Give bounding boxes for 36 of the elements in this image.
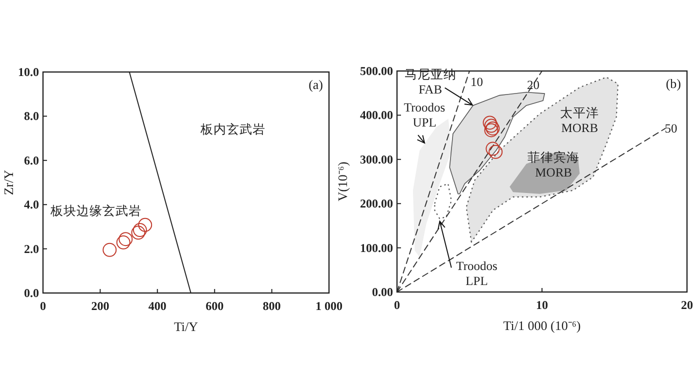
x-axis-title: Ti/1 000 (10⁻⁶) [503, 318, 581, 333]
annotation: 20 [527, 78, 540, 92]
x-tick-label: 200 [91, 299, 110, 313]
y-tick-label: 6.0 [24, 153, 39, 168]
annotation: Troodos UPL [404, 100, 446, 130]
annotation: (b) [666, 76, 681, 91]
y-axis-title: V(10⁻⁶) [335, 162, 350, 202]
x-tick-label: 20 [681, 298, 693, 312]
annotation: Troodos LPL [456, 258, 498, 288]
x-tick-label: 400 [148, 299, 166, 313]
annotation: 菲律宾海 MORB [528, 150, 580, 180]
annotation: 太平洋 MORB [560, 106, 600, 136]
x-tick-label: 800 [262, 299, 281, 313]
x-tick-label: 0 [40, 299, 46, 313]
y-tick-label: 0.00 [372, 285, 393, 299]
annotation: 50 [664, 121, 678, 136]
y-tick-label: 2.0 [24, 242, 39, 256]
y-tick-label: 300.00 [360, 152, 393, 166]
x-axis-title: Ti/Y [174, 319, 199, 334]
y-tick-label: 400.00 [360, 108, 393, 122]
y-tick-label: 0.0 [24, 286, 39, 300]
x-tick-label: 10 [536, 298, 548, 312]
annotation: (a) [308, 77, 323, 92]
y-tick-label: 4.0 [24, 198, 39, 212]
y-tick-label: 200.00 [360, 196, 393, 211]
annotation: 10 [470, 75, 483, 90]
annotation: 板内玄武岩 [200, 121, 266, 136]
y-tick-label: 500.00 [360, 64, 393, 78]
y-tick-label: 100.00 [360, 240, 393, 255]
x-tick-label: 600 [206, 299, 224, 313]
x-tick-label: 1 000 [316, 299, 342, 313]
y-axis-title: Zr/Y [1, 169, 16, 196]
y-tick-label: 10.0 [18, 65, 39, 79]
annotation: 板块边缘玄武岩 [50, 203, 142, 218]
x-tick-label: 0 [394, 298, 400, 312]
y-tick-label: 8.0 [24, 109, 39, 124]
